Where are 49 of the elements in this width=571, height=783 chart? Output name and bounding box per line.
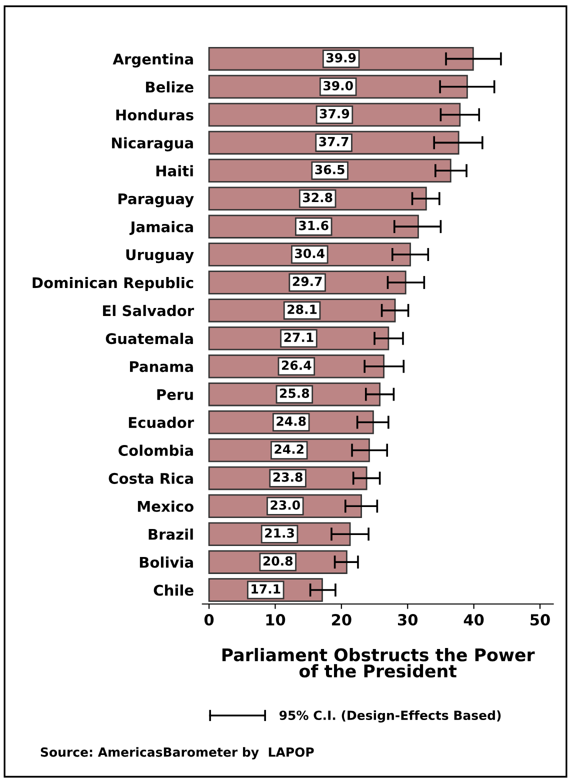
x-axis-title: Parliament Obstructs the Power of the President (222, 648, 535, 678)
data-label: 26.4 (282, 360, 312, 370)
x-tick-label: 40 (464, 614, 484, 626)
y-tick-label: Argentina (112, 53, 193, 68)
y-tick-label: El Salvador (103, 304, 194, 316)
source-note: Source: AmericasBarometer by LAPOP (40, 747, 314, 760)
data-label: 32.8 (303, 192, 332, 202)
data-label: 29.7 (292, 276, 322, 286)
data-label: 37.7 (319, 136, 348, 146)
y-tick-label: Chile (154, 584, 194, 596)
data-label: 20.8 (263, 556, 293, 566)
data-label: 17.1 (252, 584, 280, 594)
y-tick-label: Costa Rica (108, 472, 193, 484)
data-label: 39.9 (326, 52, 356, 62)
y-tick-label: Guatemala (106, 332, 193, 344)
y-tick-label: Uruguay (126, 249, 194, 264)
y-tick-label: Ecuador (128, 416, 194, 428)
y-tick-label: Haiti (156, 165, 193, 176)
x-tick-label: 50 (530, 614, 550, 626)
data-label: 37.9 (320, 108, 350, 118)
data-label: 39.0 (324, 80, 353, 90)
data-label: 36.5 (315, 164, 344, 174)
data-label: 31.6 (299, 220, 328, 230)
data-label: 25.8 (280, 388, 310, 398)
y-tick-label: Dominican Republic (32, 276, 194, 292)
data-label: 24.2 (274, 444, 304, 454)
y-tick-label: Nicaragua (112, 137, 193, 152)
y-tick-label: Belize (146, 81, 194, 93)
y-tick-label: Brazil (148, 528, 193, 540)
y-tick-label: Peru (157, 389, 193, 400)
y-tick-label: Honduras (116, 109, 194, 120)
x-tick-label: 30 (398, 614, 418, 626)
x-tick-label: 20 (332, 614, 352, 626)
data-label: 28.1 (288, 304, 317, 314)
data-label: 30.4 (295, 248, 324, 258)
data-label: 24.8 (276, 416, 306, 426)
data-label: 27.1 (284, 332, 314, 342)
y-tick-label: Panama (130, 361, 193, 372)
y-tick-label: Bolivia (140, 556, 193, 568)
text: 95% C.I. (Design-Effects Based) (279, 710, 501, 723)
y-tick-label: Colombia (118, 444, 193, 456)
data-label: 23.0 (270, 500, 300, 510)
data-label: 21.3 (265, 528, 294, 538)
y-tick-label: Paraguay (118, 193, 194, 208)
x-tick-label: 10 (266, 614, 286, 626)
data-label: 23.8 (273, 472, 302, 482)
x-tick-label: 0 (204, 614, 214, 626)
y-tick-label: Mexico (138, 500, 194, 512)
y-tick-label: Jamaica (129, 221, 193, 236)
